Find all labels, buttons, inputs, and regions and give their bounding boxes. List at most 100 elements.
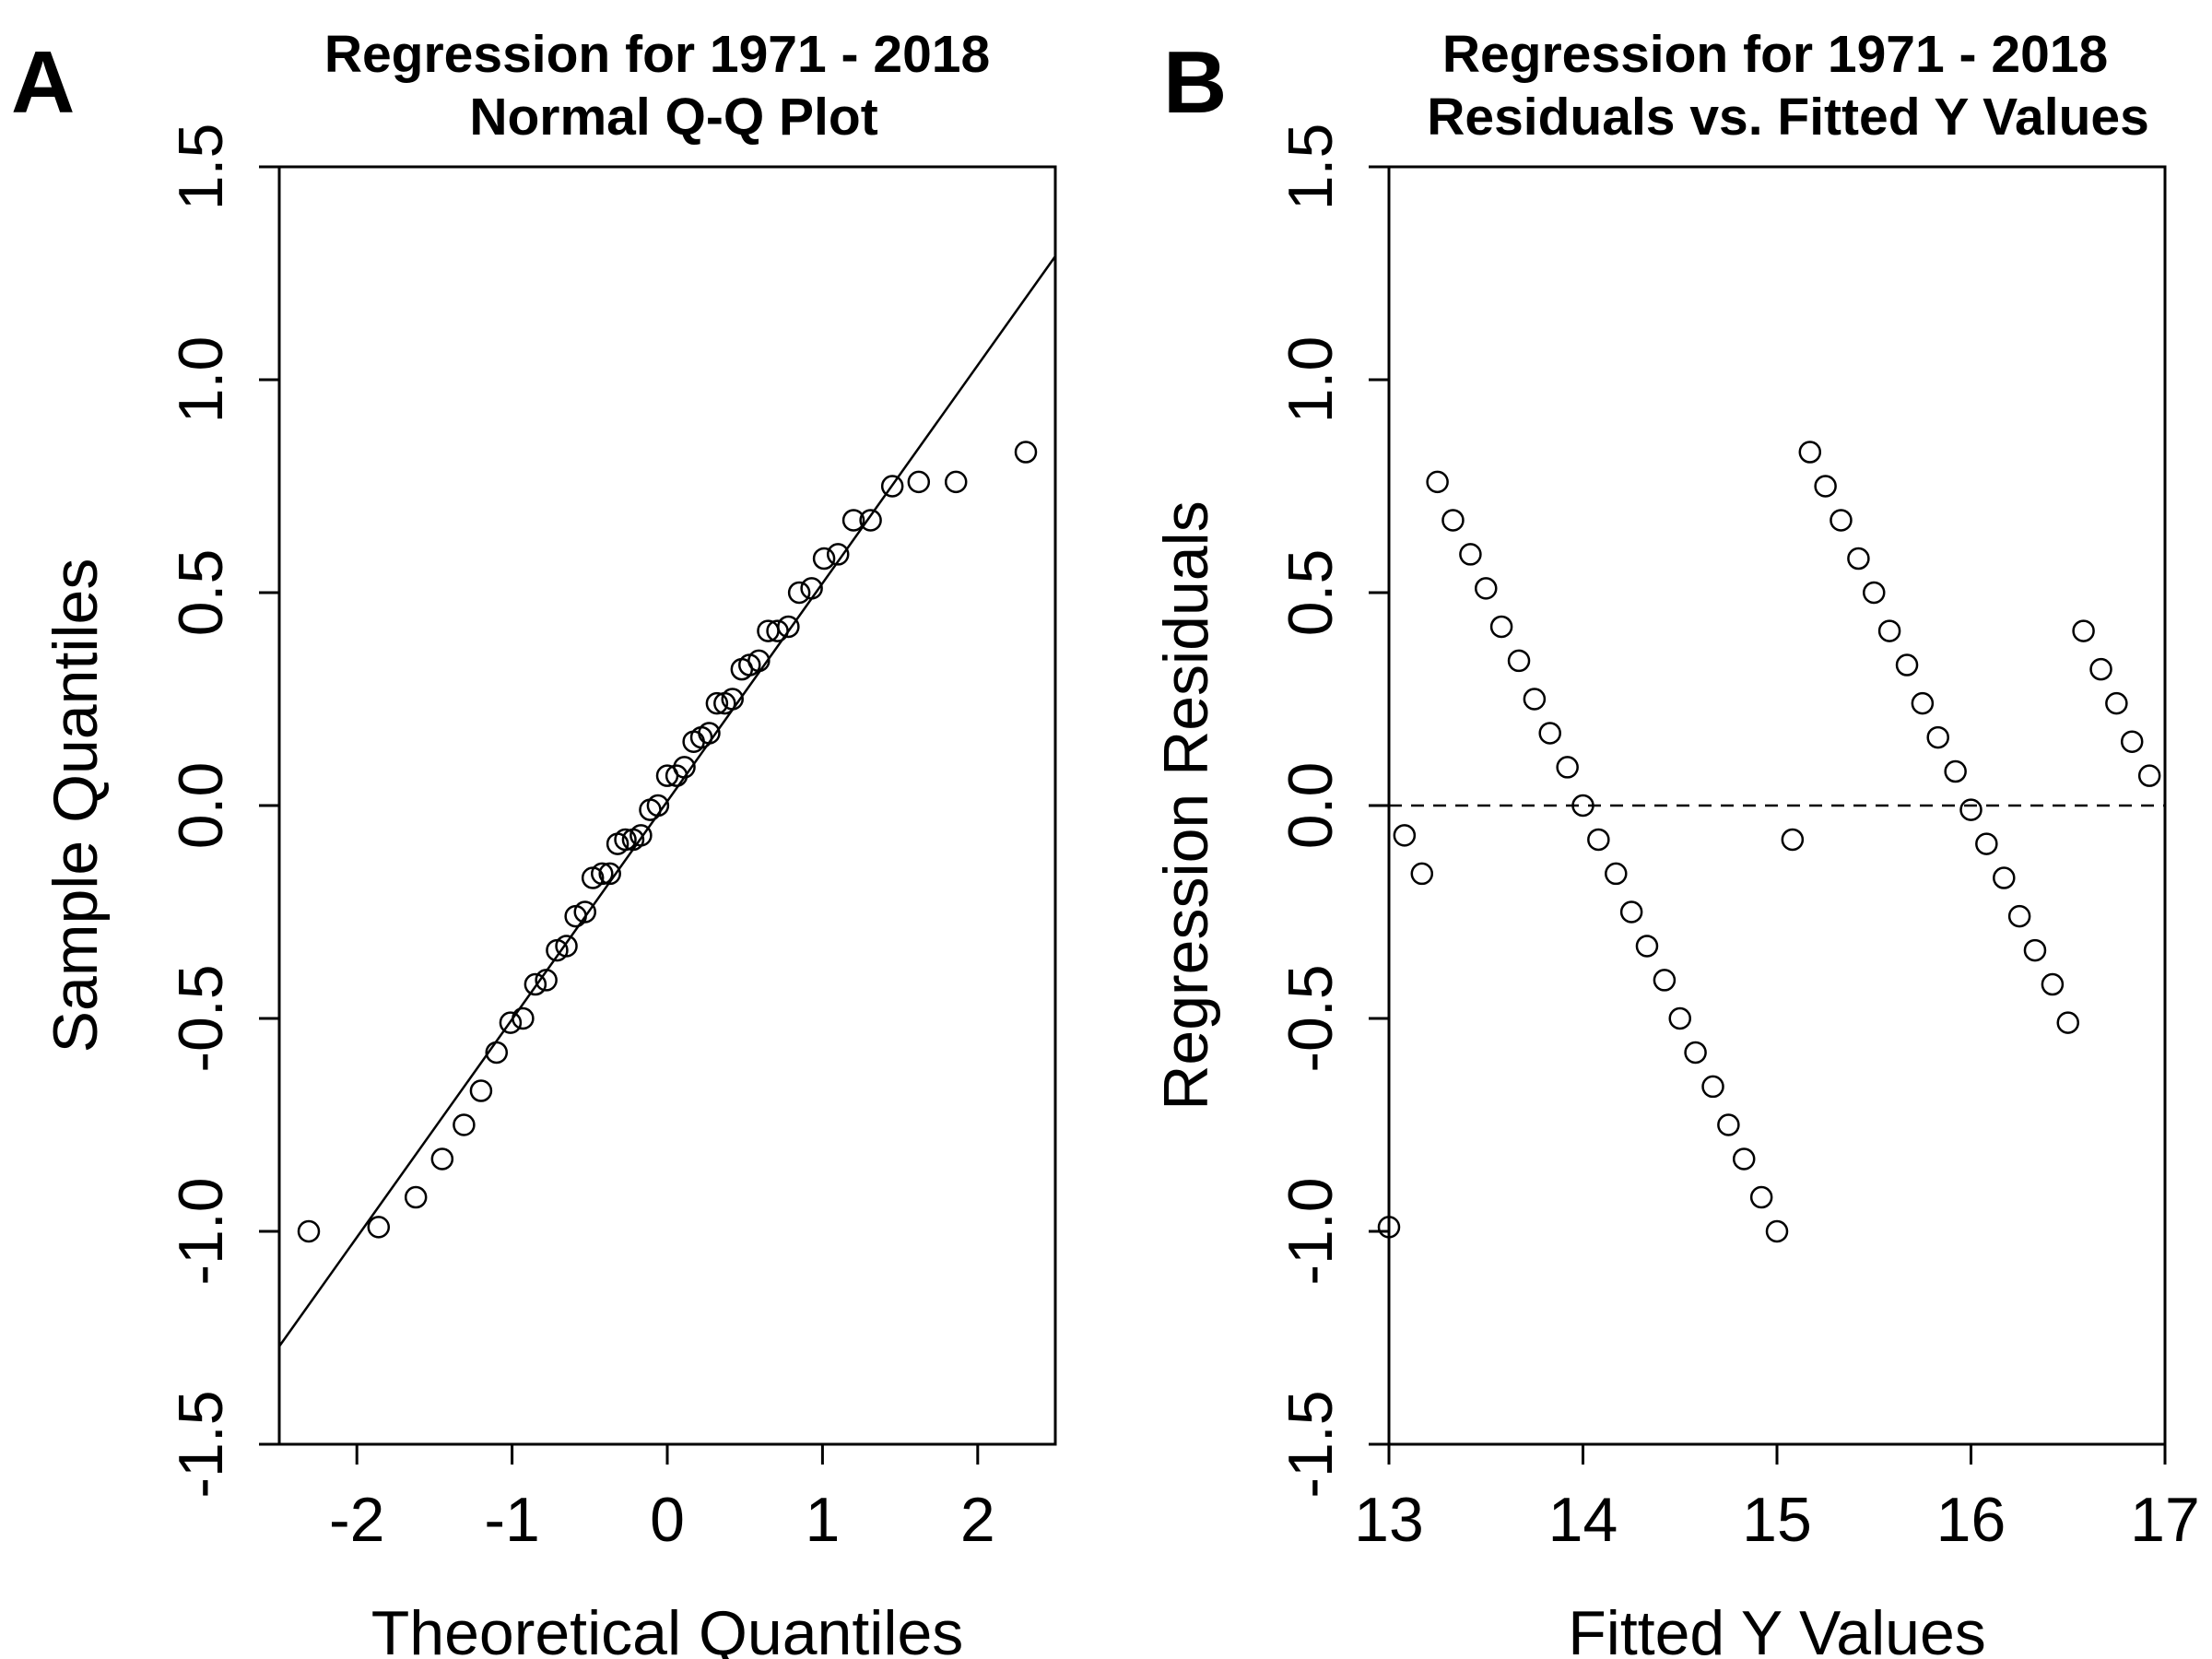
panel-a-data-point [598,862,621,886]
panel-b-data-point [2105,691,2128,715]
panel-a-data-point [535,969,558,992]
panel-a-data-point [880,475,904,498]
panel-b-x-axis-label: Fitted Y Values [1568,1598,1986,1659]
panel-a-data-point [859,509,882,532]
panel-b-data-point [1668,1006,1691,1030]
panel-b-x-tick-label: 15 [1742,1485,1812,1555]
panel-b: B Regression for 1971 - 2018 Residuals v… [1151,25,2200,1659]
panel-a-data-point [469,1079,493,1102]
panel-b-data-point [1877,619,1901,642]
panel-b-data-point [1523,688,1547,711]
panel-b-y-axis-label: Regression Residuals [1151,500,1221,1110]
panel-a-x-tick-label: -1 [484,1485,539,1555]
panel-a-letter: A [11,33,75,132]
panel-b-x-tick-label: 13 [1354,1485,1424,1555]
panel-b-data-point [2137,764,2161,787]
panel-a-data-point [591,862,614,886]
panel-a-data-point [907,470,931,494]
panel-b-data-point [1393,824,1417,847]
panel-b-data-point [1911,691,1935,715]
panel-b-data-point [1959,798,1983,821]
panel-a-data-point [689,725,713,749]
panel-a-data-point [629,824,653,847]
panel-a-x-ticks: -2 -1 0 1 2 [329,1444,995,1555]
panel-b-data-point [1732,1147,1756,1171]
panel-b-y-tick-label: 0.0 [1276,762,1346,850]
panel-b-data-point [1944,759,1967,783]
panel-b-data-point [1830,509,1853,532]
panel-b-data-point [1619,900,1643,924]
panel-a-data-point [555,935,578,958]
panel-a-data-point [1014,441,1038,464]
panel-b-data-point [1507,649,1531,673]
panel-b-data-point [1489,615,1513,639]
panel-a-data-point [573,900,596,924]
panel-b-points [1377,441,2161,1243]
panel-b-data-point [1781,828,1805,852]
panel-a: A Regression for 1971 - 2018 Normal Q-Q … [11,25,1057,1659]
panel-a-data-point [297,1219,321,1243]
panel-b-subtitle: Residuals vs. Fitted Y Values [1427,88,2149,147]
panel-a-y-tick-label: -0.5 [166,964,236,1072]
panel-b-data-point [1798,441,1822,464]
panel-a-data-point [646,794,670,818]
panel-b-y-tick-label: -1.5 [1276,1390,1346,1498]
panel-a-data-point [367,1216,391,1239]
panel-a-data-point [673,756,696,779]
panel-a-data-point [404,1185,428,1209]
panel-b-y-tick-label: -0.5 [1276,964,1346,1072]
panel-a-y-tick-label: 1.5 [166,124,236,211]
panel-b-data-point [1993,866,2016,889]
panel-b-data-point [1717,1113,1740,1136]
panel-a-x-tick-label: 2 [960,1485,995,1555]
panel-b-data-point [1587,828,1610,852]
panel-b-data-point [1426,470,1449,494]
panel-a-data-point [721,688,744,711]
panel-a-data-point [614,828,637,852]
panel-a-data-point [841,509,865,532]
panel-a-data-point [512,1006,535,1030]
panel-a-data-point [812,547,836,571]
panel-a-data-point [430,1147,454,1171]
panel-a-y-tick-label: 0.0 [166,762,236,850]
panel-a-x-tick-label: 0 [650,1485,685,1555]
panel-a-data-point [826,543,850,566]
panel-b-y-tick-label: 0.5 [1276,549,1346,637]
panel-a-data-point [705,691,729,715]
panel-b-data-point [1926,725,1949,749]
panel-b-y-tick-label: 1.5 [1276,124,1346,211]
panel-a-points [297,441,1038,1243]
panel-a-x-axis-label: Theoretical Quantiles [371,1598,964,1659]
panel-b-data-point [1410,862,1434,886]
panel-a-data-point [682,730,705,753]
panel-a-data-point [698,722,721,745]
panel-b-x-tick-label: 17 [2130,1485,2200,1555]
panel-a-y-tick-label: 1.0 [166,336,236,424]
panel-a-data-point [485,1041,509,1065]
panel-a-data-point [639,798,662,821]
panel-a-data-point [944,470,968,494]
panel-a-data-point [766,619,789,642]
panel-a-y-ticks: -1.5 -1.0 -0.5 0.0 0.5 1.0 1.5 [166,124,279,1499]
panel-b-data-point [1701,1075,1724,1099]
panel-b-letter: B [1163,33,1227,132]
panel-b-y-tick-label: -1.0 [1276,1177,1346,1285]
panel-b-data-point [1605,862,1628,886]
panel-a-data-point [524,972,547,996]
panel-b-data-point [2089,657,2112,681]
panel-a-subtitle: Normal Q-Q Plot [469,88,877,147]
panel-b-data-point [2023,938,2047,962]
panel-b-data-point [1377,1216,1401,1239]
panel-b-data-point [1975,832,1998,855]
panel-a-y-axis-label: Sample Quantiles [41,559,111,1053]
panel-b-data-point [1571,794,1594,818]
panel-a-data-point [800,577,823,600]
panel-a-x-tick-label: -2 [329,1485,384,1555]
panel-a-data-point [453,1113,476,1136]
panel-a-y-tick-label: -1.5 [166,1390,236,1498]
panel-b-data-point [1459,543,1482,566]
panel-b-data-point [1653,969,1677,992]
panel-b-data-point [1635,935,1659,958]
panel-a-y-tick-label: 0.5 [166,549,236,637]
